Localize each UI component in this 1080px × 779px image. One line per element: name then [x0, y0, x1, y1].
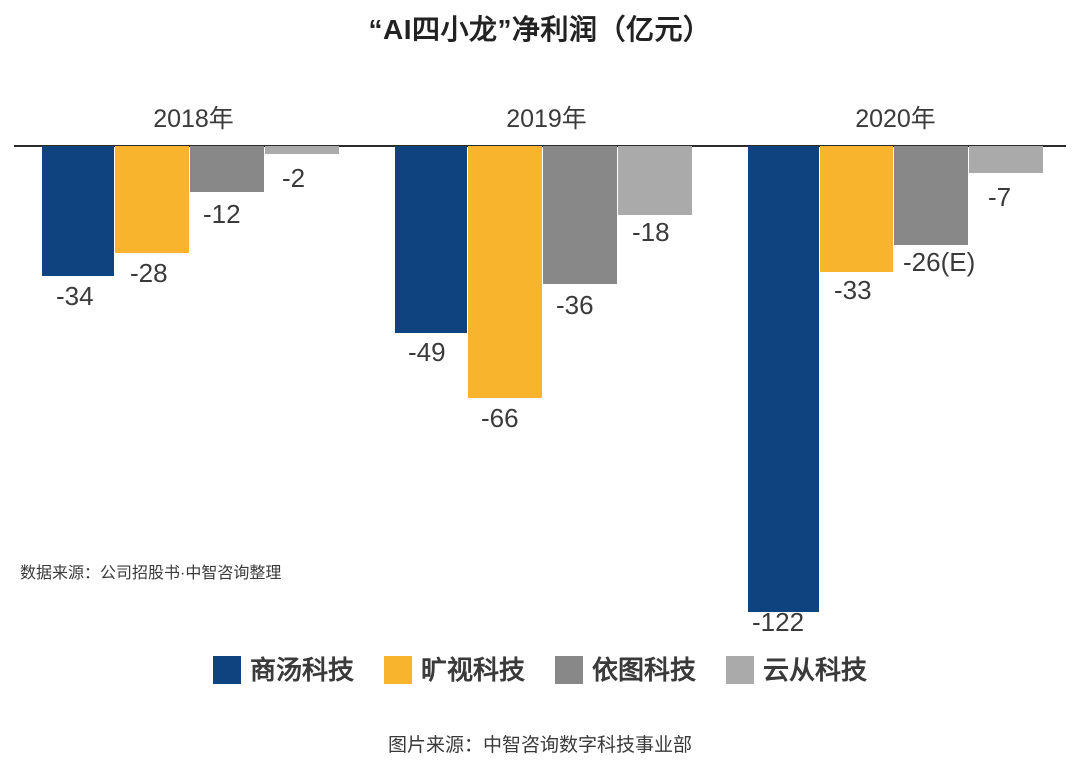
bar-label-2018-yitu: -12 — [203, 199, 241, 229]
bar-2019-shangtang[interactable] — [395, 146, 467, 333]
bar-2019-yitu[interactable] — [543, 146, 617, 284]
bar-label-2019-shangtang: -49 — [408, 337, 446, 367]
legend-label-kuangshi: 旷视科技 — [420, 655, 525, 685]
legend-item-yitu[interactable]: 依图科技 — [555, 655, 696, 685]
bar-label-2020-yuncong: -7 — [988, 182, 1012, 212]
legend-swatch-light-gray-icon — [726, 656, 755, 684]
legend-item-shangtang[interactable]: 商汤科技 — [212, 655, 354, 685]
legend-swatch-blue-icon — [212, 656, 241, 684]
bar-2020-shangtang[interactable] — [748, 146, 819, 612]
bar-label-2019-kuangshi: -66 — [481, 403, 519, 433]
bar-2018-kuangshi[interactable] — [115, 146, 189, 253]
legend-label-shangtang: 商汤科技 — [249, 655, 354, 685]
bar-2020-kuangshi[interactable] — [820, 146, 893, 272]
legend-item-kuangshi[interactable]: 旷视科技 — [383, 655, 525, 685]
bar-label-2018-yuncong: -2 — [282, 163, 306, 193]
bar-2018-shangtang[interactable] — [42, 146, 114, 276]
bar-label-2018-shangtang: -34 — [56, 281, 94, 311]
group-label-2020: 2020年 — [855, 105, 936, 133]
bar-2018-yitu[interactable] — [190, 146, 264, 192]
chart-title: “AI四小龙”净利润（亿元） — [368, 14, 712, 45]
bar-label-2020-yitu: -26(E) — [903, 247, 976, 277]
bar-label-2020-kuangshi: -33 — [834, 275, 872, 305]
chart-legend: 商汤科技 旷视科技 依图科技 云从科技 — [0, 655, 1080, 685]
bar-2019-yuncong[interactable] — [618, 146, 692, 215]
bar-label-2020-shangtang: -122 — [752, 607, 805, 637]
legend-swatch-yellow-icon — [383, 656, 412, 684]
legend-item-yuncong[interactable]: 云从科技 — [726, 655, 867, 685]
bar-label-2018-kuangshi: -28 — [130, 258, 168, 288]
bar-2018-yuncong[interactable] — [265, 146, 339, 154]
legend-swatch-dark-gray-icon — [555, 656, 583, 684]
bar-2020-yitu[interactable] — [894, 146, 968, 245]
image-source-note: 图片来源：中智咨询数字科技事业部 — [387, 735, 692, 756]
bar-2019-kuangshi[interactable] — [468, 146, 542, 398]
bar-label-2019-yuncong: -18 — [632, 217, 670, 247]
legend-label-yitu: 依图科技 — [592, 655, 697, 685]
legend-label-yuncong: 云从科技 — [763, 655, 868, 685]
plot-area: 2018年 2019年 2020年 -34 -28 -12 -2 -49 -66… — [14, 105, 1066, 637]
group-label-2018: 2018年 — [153, 105, 234, 133]
group-label-2019: 2019年 — [506, 105, 587, 133]
data-source-note: 数据来源：公司招股书·中智咨询整理 — [20, 565, 282, 582]
bar-label-2019-yitu: -36 — [556, 290, 594, 320]
bar-2020-yuncong[interactable] — [969, 146, 1043, 173]
